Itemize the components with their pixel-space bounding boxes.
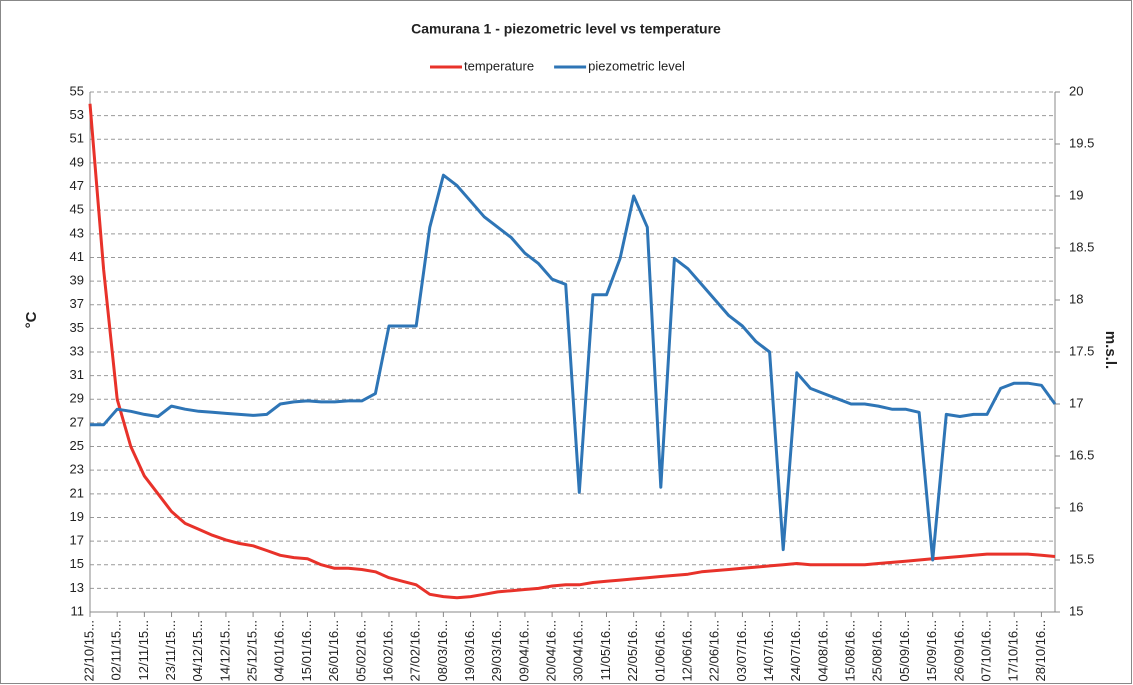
- x-tick-label: 23/11/15...: [163, 620, 178, 680]
- y2-tick-label: 16.5: [1069, 447, 1094, 462]
- x-tick-label: 15/01/16...: [299, 620, 314, 681]
- y-tick-label: 25: [70, 438, 84, 453]
- x-tick-label: 17/10/16...: [1006, 620, 1021, 681]
- x-tick-label: 22/05/16...: [625, 620, 640, 681]
- x-tick-label: 25/12/15...: [245, 620, 260, 681]
- chart-title: Camurana 1 - piezometric level vs temper…: [411, 21, 721, 37]
- x-tick-label: 19/03/16...: [462, 620, 477, 681]
- x-tick-label: 04/08/16...: [815, 620, 830, 681]
- x-tick-label: 08/03/16...: [435, 620, 450, 681]
- y-tick-label: 13: [70, 580, 84, 595]
- y2-tick-label: 15: [1069, 603, 1083, 618]
- y2-tick-label: 20: [1069, 83, 1083, 98]
- y-tick-label: 31: [70, 367, 84, 382]
- y2-tick-label: 17: [1069, 395, 1083, 410]
- x-tick-label: 12/11/15...: [136, 620, 151, 680]
- series-line: [88, 103, 1056, 600]
- x-tick-label: 22/10/15...: [81, 620, 96, 681]
- x-tick-label: 14/07/16...: [761, 620, 776, 681]
- y2-tick-label: 19.5: [1069, 135, 1094, 150]
- x-tick-label: 28/10/16...: [1033, 620, 1048, 681]
- y-tick-label: 15: [70, 556, 84, 571]
- x-tick-label: 24/07/16...: [788, 620, 803, 681]
- x-tick-label: 05/02/16...: [353, 620, 368, 681]
- x-tick-label: 04/01/16...: [272, 620, 287, 681]
- y-tick-label: 19: [70, 509, 84, 524]
- y-tick-label: 53: [70, 107, 84, 122]
- x-tick-label: 01/06/16...: [652, 620, 667, 681]
- legend-label: temperature: [464, 58, 534, 73]
- y-tick-label: 27: [70, 414, 84, 429]
- y-tick-label: 45: [70, 202, 84, 217]
- y-tick-label: 23: [70, 462, 84, 477]
- x-tick-label: 27/02/16...: [408, 620, 423, 681]
- x-tick-label: 11/05/16...: [598, 620, 613, 680]
- x-tick-label: 02/11/15...: [109, 620, 124, 680]
- y2-tick-label: 19: [1069, 187, 1083, 202]
- x-tick-label: 14/12/15...: [217, 620, 232, 681]
- x-tick-label: 22/06/16...: [707, 620, 722, 681]
- y2-axis-label: m.s.l.: [1102, 331, 1119, 369]
- y-tick-label: 29: [70, 391, 84, 406]
- y2-tick-label: 15.5: [1069, 551, 1094, 566]
- x-tick-label: 16/02/16...: [380, 620, 395, 681]
- legend-label: piezometric level: [588, 58, 685, 73]
- x-tick-label: 30/04/16...: [571, 620, 586, 681]
- y2-tick-label: 16: [1069, 499, 1083, 514]
- series-line: [90, 173, 1057, 562]
- x-tick-label: 25/08/16...: [870, 620, 885, 681]
- y-tick-label: 43: [70, 225, 84, 240]
- y-tick-label: 41: [70, 249, 84, 264]
- y-tick-label: 17: [70, 533, 84, 548]
- y-axis-label: °C: [23, 311, 40, 328]
- y2-tick-label: 18.5: [1069, 239, 1094, 254]
- y-tick-label: 11: [71, 603, 85, 618]
- y-tick-label: 39: [70, 273, 84, 288]
- y-tick-label: 35: [70, 320, 84, 335]
- x-tick-label: 26/09/16...: [951, 620, 966, 681]
- y-tick-label: 51: [70, 131, 84, 146]
- x-tick-label: 26/01/16...: [326, 620, 341, 681]
- y-tick-label: 21: [70, 485, 84, 500]
- y-tick-label: 49: [70, 154, 84, 169]
- x-tick-label: 29/03/16...: [489, 620, 504, 681]
- x-tick-label: 07/10/16...: [978, 620, 993, 681]
- y-tick-label: 33: [70, 343, 84, 358]
- y2-tick-label: 18: [1069, 291, 1083, 306]
- x-tick-label: 05/09/16...: [897, 620, 912, 681]
- y-tick-label: 37: [70, 296, 84, 311]
- x-tick-label: 15/08/16...: [843, 620, 858, 681]
- x-tick-label: 12/06/16...: [679, 620, 694, 681]
- x-tick-label: 04/12/15...: [190, 620, 205, 681]
- y-tick-label: 47: [70, 178, 84, 193]
- y2-tick-label: 17.5: [1069, 343, 1094, 358]
- x-tick-label: 15/09/16...: [924, 620, 939, 681]
- x-tick-label: 03/07/16...: [734, 620, 749, 681]
- x-tick-label: 09/04/16...: [516, 620, 531, 681]
- y-tick-label: 55: [70, 83, 84, 98]
- x-tick-label: 20/04/16...: [544, 620, 559, 681]
